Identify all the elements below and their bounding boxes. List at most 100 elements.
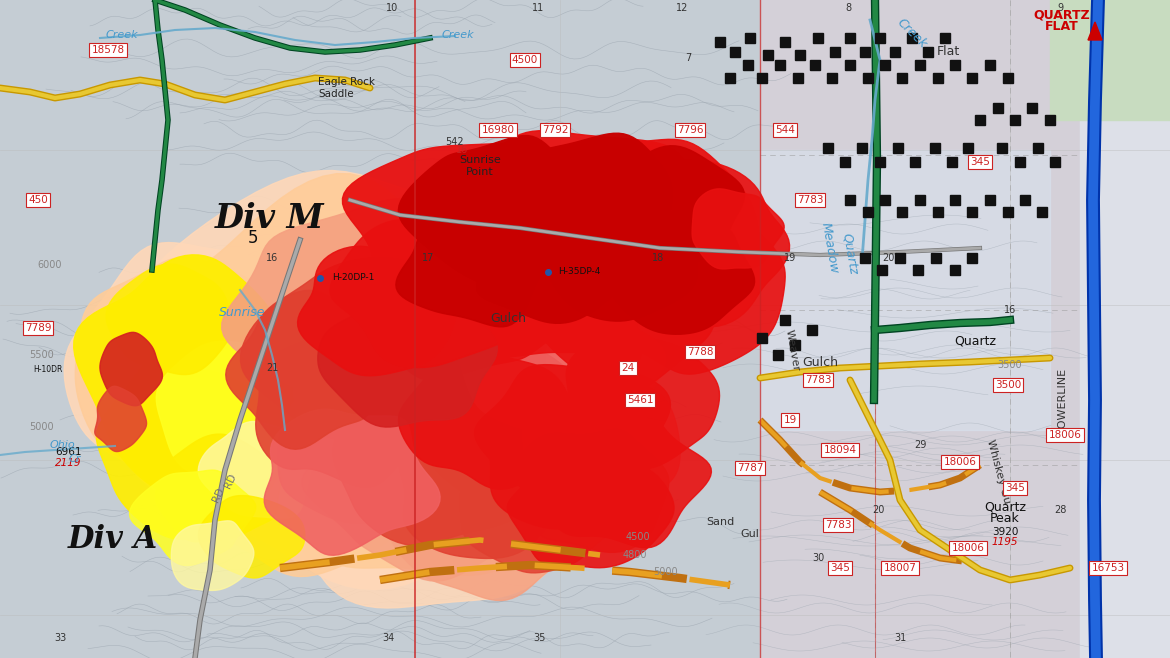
Text: 4800: 4800 (622, 550, 647, 560)
Polygon shape (75, 257, 311, 456)
Polygon shape (830, 47, 840, 57)
Text: 18578: 18578 (91, 45, 124, 55)
Polygon shape (118, 170, 590, 590)
Text: 345: 345 (830, 563, 849, 573)
Polygon shape (913, 265, 923, 275)
Polygon shape (963, 143, 973, 153)
Polygon shape (915, 195, 925, 205)
Text: 9: 9 (1057, 3, 1064, 13)
Polygon shape (522, 378, 680, 510)
Text: Gul: Gul (739, 529, 759, 539)
Polygon shape (863, 207, 873, 217)
Polygon shape (171, 520, 254, 590)
Text: 24: 24 (621, 363, 634, 373)
Polygon shape (930, 143, 940, 153)
Text: 35: 35 (534, 633, 546, 643)
Polygon shape (730, 47, 739, 57)
Text: Gulch: Gulch (801, 355, 838, 368)
Polygon shape (395, 212, 542, 327)
Polygon shape (576, 145, 744, 274)
Polygon shape (248, 361, 567, 575)
Polygon shape (398, 354, 620, 528)
Text: 34: 34 (381, 633, 394, 643)
Polygon shape (915, 60, 925, 70)
Polygon shape (743, 60, 753, 70)
Polygon shape (64, 243, 328, 497)
Text: Peak: Peak (990, 512, 1020, 525)
Text: H-20DP-1: H-20DP-1 (332, 274, 374, 282)
Polygon shape (439, 420, 632, 567)
Text: 16: 16 (456, 145, 468, 155)
Polygon shape (997, 143, 1007, 153)
Text: 7: 7 (684, 53, 691, 63)
Text: 7788: 7788 (687, 347, 714, 357)
Polygon shape (278, 364, 484, 524)
Polygon shape (827, 73, 837, 83)
Text: 24: 24 (621, 363, 634, 373)
Polygon shape (399, 349, 571, 489)
Polygon shape (222, 199, 538, 411)
Polygon shape (845, 195, 855, 205)
Polygon shape (532, 413, 711, 548)
Text: Quartz: Quartz (840, 232, 860, 275)
Polygon shape (880, 60, 890, 70)
Polygon shape (878, 265, 887, 275)
Polygon shape (294, 272, 564, 500)
Text: 345: 345 (970, 157, 990, 167)
Text: 3500: 3500 (994, 380, 1021, 390)
Text: FLAT: FLAT (1045, 20, 1079, 33)
Polygon shape (398, 136, 589, 287)
Text: 19: 19 (784, 253, 796, 263)
Text: 5000: 5000 (653, 567, 677, 577)
Polygon shape (333, 380, 538, 545)
Text: 29: 29 (914, 440, 927, 450)
Text: 3500: 3500 (998, 360, 1023, 370)
Polygon shape (745, 33, 755, 43)
Text: QUARTZ: QUARTZ (1033, 8, 1090, 21)
Text: 5461: 5461 (627, 395, 653, 405)
Text: 18006: 18006 (1048, 430, 1081, 440)
Polygon shape (157, 342, 296, 480)
Polygon shape (860, 47, 870, 57)
Text: 16980: 16980 (482, 125, 515, 135)
Polygon shape (157, 174, 543, 527)
Text: 17: 17 (422, 253, 434, 263)
Polygon shape (897, 73, 907, 83)
Text: 19: 19 (784, 415, 797, 425)
Polygon shape (507, 133, 673, 266)
Polygon shape (910, 157, 920, 167)
Polygon shape (863, 73, 873, 83)
Polygon shape (950, 60, 961, 70)
Polygon shape (845, 60, 855, 70)
Polygon shape (985, 195, 994, 205)
Text: 10: 10 (386, 3, 398, 13)
Polygon shape (940, 33, 950, 43)
Polygon shape (793, 73, 803, 83)
Text: Sunrise: Sunrise (219, 305, 266, 318)
Polygon shape (985, 60, 994, 70)
Polygon shape (1033, 143, 1042, 153)
Text: Div A: Div A (68, 524, 158, 555)
Text: POWERLINE: POWERLINE (1057, 367, 1067, 433)
Polygon shape (518, 139, 758, 305)
Text: Meadow: Meadow (819, 222, 841, 275)
Polygon shape (950, 265, 961, 275)
Text: 30: 30 (812, 553, 824, 563)
Text: 6000: 6000 (37, 260, 62, 270)
Polygon shape (860, 253, 870, 263)
Polygon shape (907, 33, 917, 43)
Text: 3920: 3920 (992, 527, 1018, 537)
Polygon shape (875, 33, 885, 43)
Polygon shape (130, 470, 256, 565)
Polygon shape (453, 288, 666, 453)
Polygon shape (775, 60, 785, 70)
Text: 345: 345 (1005, 483, 1025, 493)
Polygon shape (476, 185, 639, 323)
Polygon shape (199, 495, 305, 578)
Polygon shape (890, 47, 900, 57)
Text: 33: 33 (54, 633, 67, 643)
Text: 7792: 7792 (542, 125, 569, 135)
Polygon shape (399, 426, 564, 559)
Polygon shape (931, 253, 941, 263)
Polygon shape (1049, 0, 1170, 120)
